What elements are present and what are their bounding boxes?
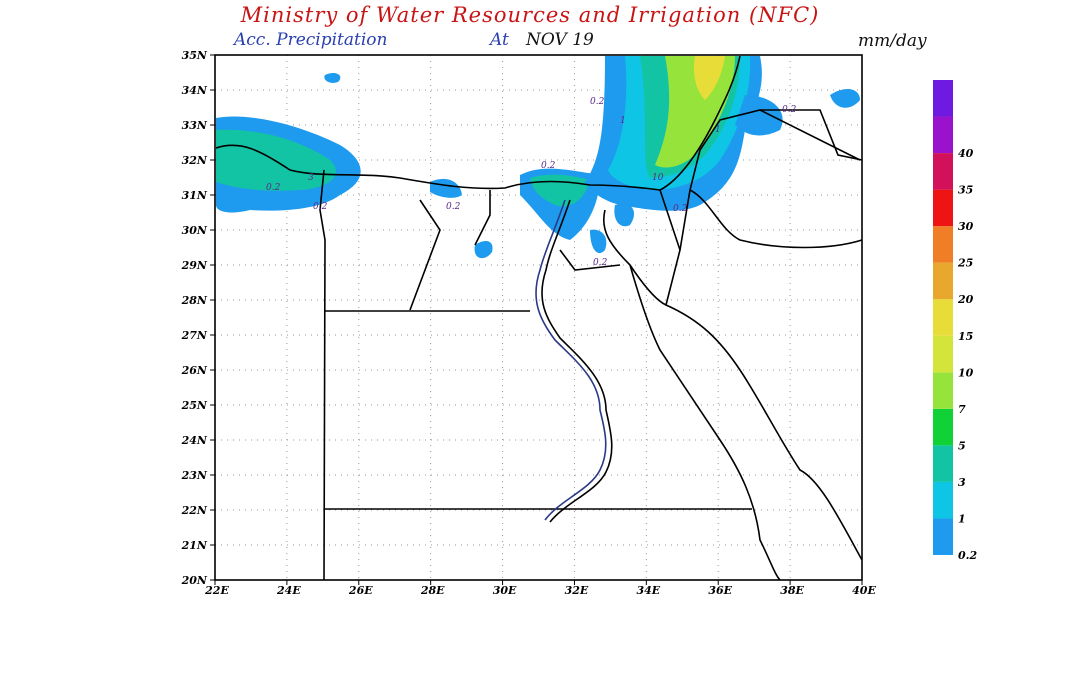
colorbar-box <box>933 189 953 227</box>
colorbar-box <box>933 518 953 555</box>
contour-label: 1 <box>715 125 721 135</box>
lat-label: 31N <box>182 189 208 202</box>
precipitation-field <box>216 56 860 259</box>
colorbar-label: 35 <box>958 184 973 197</box>
nile <box>535 199 613 523</box>
colorbar-label: 25 <box>957 257 973 270</box>
lat-label: 34N <box>182 84 208 97</box>
colorbar-box <box>933 299 953 336</box>
lat-label: 30N <box>182 224 208 237</box>
colorbar-label: 20 <box>957 293 974 306</box>
colorbar-box <box>933 262 953 300</box>
grid <box>210 54 863 585</box>
lat-label: 20N <box>181 574 208 587</box>
lat-label: 29N <box>181 259 208 272</box>
colorbar-box <box>933 372 953 409</box>
subtitle-at: At <box>488 30 509 50</box>
colorbar-box <box>933 445 953 482</box>
map-frame <box>214 54 863 581</box>
contour-label: 3 <box>308 173 314 183</box>
contour-label: 0.2 <box>593 258 608 268</box>
colorbar-label: 10 <box>958 366 974 379</box>
colorbar-label: 7 <box>958 403 966 416</box>
lat-label: 35N <box>182 49 208 62</box>
lat-label: 32N <box>182 154 208 167</box>
colorbar-label: 0.2 <box>958 549 977 562</box>
colorbar-label: 3 <box>958 476 966 489</box>
lon-label: 26E <box>348 584 373 597</box>
lon-label: 38E <box>780 584 804 597</box>
contour-labels: 0.2 0.2 0.2 3 0.2 0.2 0.2 1 10 0.2 0.2 1 <box>266 97 797 268</box>
contour-label: 0.2 <box>590 97 605 107</box>
lat-label: 24N <box>181 434 208 447</box>
title: Ministry of Water Resources and Irrigati… <box>240 3 820 27</box>
lat-label: 25N <box>181 399 208 412</box>
contour-label: 10 <box>652 173 664 183</box>
colorbar-box <box>933 80 953 117</box>
contour-label: 0.2 <box>266 183 281 193</box>
lon-label: 30E <box>493 584 517 597</box>
contour-label: 0.2 <box>446 202 461 212</box>
colorbar-label: 30 <box>958 220 974 233</box>
colorbar-label: 15 <box>958 330 973 343</box>
lat-label: 27N <box>181 329 208 342</box>
lat-label: 26N <box>181 364 208 377</box>
lat-label: 33N <box>182 119 208 132</box>
colorbar-box <box>933 335 953 373</box>
contour-label: 0.2 <box>541 161 556 171</box>
coastlines-borders <box>215 55 863 581</box>
units: mm/day <box>858 31 927 51</box>
colorbar-box <box>933 408 953 446</box>
lat-label: 21N <box>181 539 208 552</box>
lon-label: 36E <box>708 584 732 597</box>
subtitle: Acc. Precipitation <box>232 30 387 50</box>
colorbar-box <box>933 153 953 190</box>
date: NOV 19 <box>525 30 594 50</box>
lat-label: 22N <box>181 504 208 517</box>
colorbar-label: 40 <box>958 147 974 160</box>
colorbar-box <box>933 481 953 519</box>
lon-label: 28E <box>420 584 445 597</box>
lon-label: 40E <box>852 584 876 597</box>
contour-label: 1 <box>620 116 626 126</box>
colorbar-box <box>933 226 953 263</box>
lon-label: 24E <box>276 584 301 597</box>
contour-label: 0.2 <box>313 202 328 212</box>
contour-label: 0.2 <box>782 105 797 115</box>
lat-label: 28N <box>181 294 208 307</box>
lon-label: 34E <box>636 584 660 597</box>
colorbar-box <box>933 116 953 154</box>
contour-label: 0.2 <box>673 204 688 214</box>
colorbar-label: 5 <box>958 439 966 452</box>
lon-label: 22E <box>204 584 229 597</box>
lon-label: 32E <box>565 584 589 597</box>
lat-label: 23N <box>181 469 208 482</box>
colorbar-label: 1 <box>958 512 966 525</box>
